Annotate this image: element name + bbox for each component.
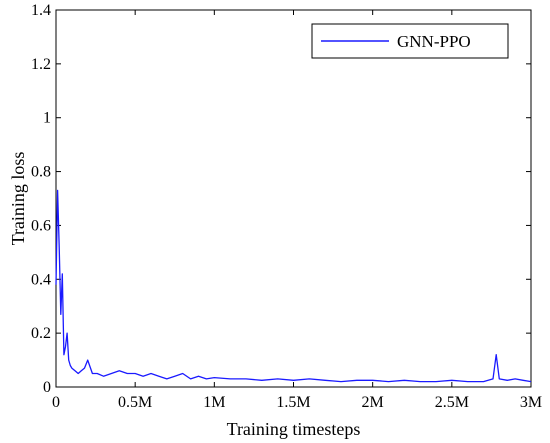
x-axis: 0 0.5M 1M 1.5M 2M 2.5M 3M — [52, 10, 542, 411]
y-tick-label: 0.8 — [31, 164, 51, 181]
x-tick-label: 0 — [52, 394, 60, 411]
y-tick-label: 1 — [43, 110, 51, 127]
y-tick-label: 1.2 — [31, 56, 51, 73]
y-tick-label: 0.6 — [31, 217, 51, 234]
y-tick-label: 0.2 — [31, 325, 51, 342]
legend-label: GNN-PPO — [397, 32, 471, 51]
y-tick-label: 1.4 — [31, 2, 51, 19]
y-tick-label: 0.4 — [31, 271, 51, 288]
x-tick-label: 1.5M — [276, 394, 310, 411]
y-axis-title: Training loss — [8, 152, 28, 246]
x-tick-label: 2M — [362, 394, 384, 411]
x-tick-label: 3M — [520, 394, 542, 411]
plot-area — [55, 9, 532, 388]
x-axis-title: Training timesteps — [227, 419, 361, 439]
series-line-gnn-ppo — [55, 189, 532, 383]
x-tick-label: 2.5M — [435, 394, 469, 411]
legend: GNN-PPO — [311, 23, 509, 59]
x-tick-label: 0.5M — [118, 394, 152, 411]
y-tick-label: 0 — [43, 379, 51, 396]
series-layer — [55, 189, 532, 383]
x-tick-label: 1M — [203, 394, 225, 411]
y-axis: 0 0.2 0.4 0.6 0.8 1 1.2 1.4 — [31, 2, 531, 396]
